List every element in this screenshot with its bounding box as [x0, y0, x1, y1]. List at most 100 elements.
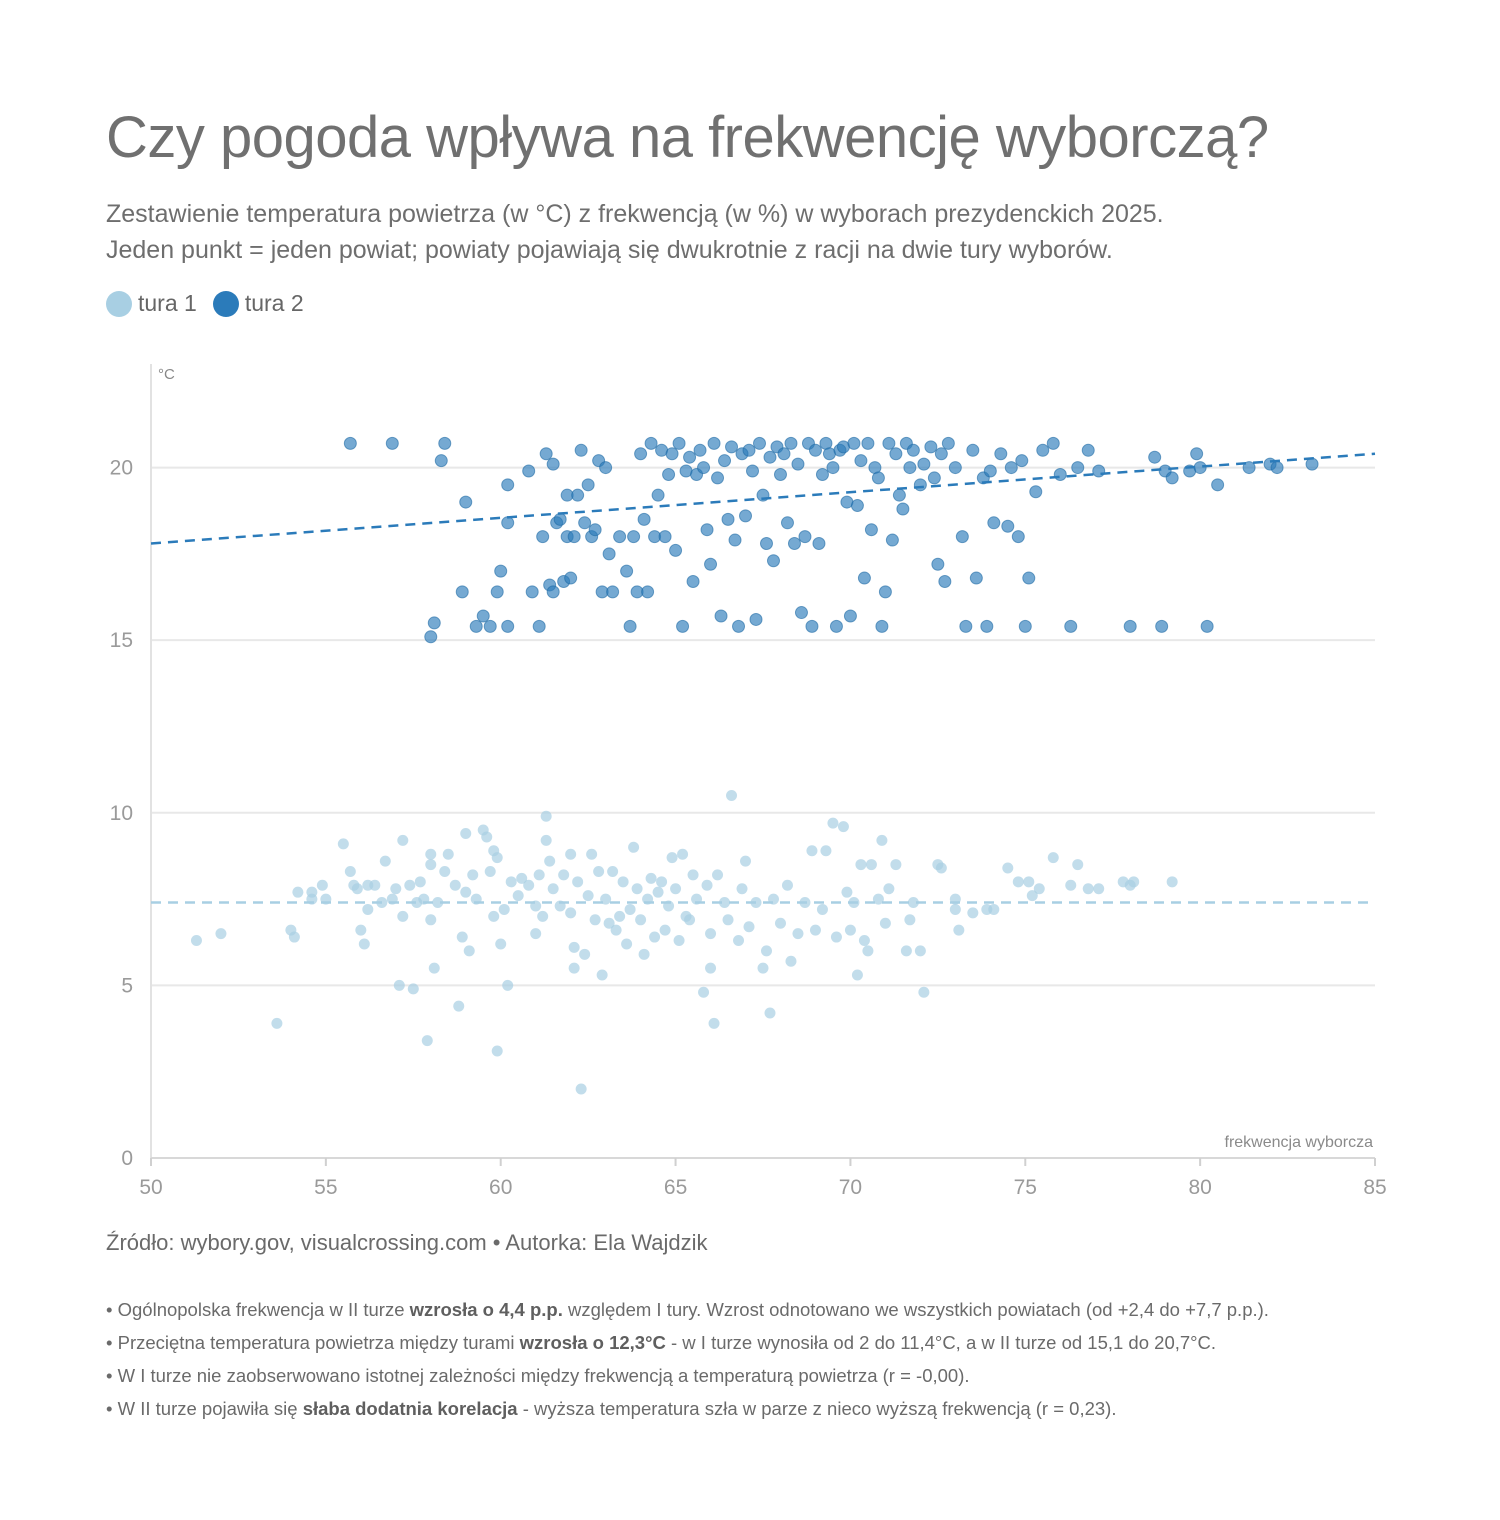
- data-point-tura-1: [851, 969, 863, 981]
- data-point-tura-1: [830, 931, 842, 943]
- data-point-tura-1: [362, 903, 374, 915]
- data-point-tura-2: [815, 467, 829, 481]
- note-item: • Przeciętna temperatura powietrza międz…: [106, 1332, 1217, 1353]
- x-tick-label: 55: [314, 1176, 337, 1199]
- data-point-tura-2: [665, 447, 679, 461]
- data-point-tura-2: [1165, 471, 1179, 485]
- data-point-tura-2: [718, 454, 732, 468]
- data-point-tura-2: [746, 464, 760, 478]
- data-point-tura-2: [864, 523, 878, 537]
- data-point-tura-1: [624, 903, 636, 915]
- data-point-tura-2: [794, 606, 808, 620]
- data-point-tura-1: [358, 938, 370, 950]
- note-item: • W II turze pojawiła się słaba dodatnia…: [106, 1398, 1117, 1419]
- data-point-tura-1: [568, 941, 580, 953]
- data-point-tura-2: [1155, 619, 1169, 633]
- data-point-tura-1: [666, 852, 678, 864]
- data-point-tura-1: [355, 924, 367, 936]
- data-point-tura-2: [574, 443, 588, 457]
- data-point-tura-1: [292, 886, 304, 898]
- data-point-tura-2: [850, 499, 864, 513]
- data-point-tura-2: [1193, 461, 1207, 475]
- data-point-tura-1: [844, 924, 856, 936]
- data-point-tura-1: [719, 897, 731, 909]
- data-point-tura-2: [424, 630, 438, 644]
- data-point-tura-2: [1001, 519, 1015, 533]
- data-point-tura-1: [705, 962, 717, 974]
- data-point-tura-2: [1064, 619, 1078, 633]
- data-point-tura-2: [494, 564, 508, 578]
- data-point-tura-2: [536, 530, 550, 544]
- note-item: • Ogólnopolska frekwencja w II turze wzr…: [106, 1299, 1269, 1320]
- data-point-tura-1: [428, 962, 440, 974]
- data-point-tura-2: [438, 436, 452, 450]
- data-point-tura-1: [855, 859, 867, 871]
- data-point-tura-2: [641, 585, 655, 599]
- data-point-tura-1: [677, 848, 689, 860]
- data-point-tura-1: [698, 986, 710, 998]
- data-point-tura-1: [935, 862, 947, 874]
- data-point-tura-1: [638, 948, 650, 960]
- data-point-tura-2: [784, 436, 798, 450]
- data-point-tura-1: [652, 886, 664, 898]
- data-point-tura-2: [539, 447, 553, 461]
- data-point-tura-1: [397, 910, 409, 922]
- data-point-tura-2: [983, 464, 997, 478]
- data-point-tura-1: [743, 921, 755, 933]
- data-point-tura-1: [988, 903, 1000, 915]
- data-point-tura-2: [847, 436, 861, 450]
- data-point-tura-2: [455, 585, 469, 599]
- data-point-tura-1: [540, 810, 552, 822]
- data-point-tura-2: [913, 478, 927, 492]
- data-point-tura-2: [812, 537, 826, 551]
- data-point-tura-2: [903, 461, 917, 475]
- data-point-tura-1: [460, 827, 472, 839]
- data-point-tura-1: [414, 876, 426, 888]
- data-point-tura-2: [829, 619, 843, 633]
- data-point-tura-2: [651, 488, 665, 502]
- data-point-tura-2: [780, 516, 794, 530]
- data-point-tura-1: [530, 928, 542, 940]
- data-point-tura-1: [883, 883, 895, 895]
- data-point-tura-2: [1046, 436, 1060, 450]
- data-point-tura-1: [876, 834, 888, 846]
- data-point-tura-2: [599, 461, 613, 475]
- data-point-tura-2: [725, 440, 739, 454]
- data-point-tura-1: [502, 979, 514, 991]
- data-point-tura-1: [900, 945, 912, 957]
- data-point-tura-2: [532, 619, 546, 633]
- x-axis-label: frekwencja wyborcza: [1225, 1134, 1374, 1151]
- trend-line-tura-2: [150, 452, 1376, 545]
- data-point-tura-1: [537, 910, 549, 922]
- data-point-tura-2: [749, 612, 763, 626]
- data-point-tura-1: [215, 928, 227, 940]
- data-point-tura-1: [369, 879, 381, 891]
- data-point-tura-1: [491, 1045, 503, 1057]
- data-point-tura-2: [924, 440, 938, 454]
- data-point-tura-1: [505, 876, 517, 888]
- data-point-tura-1: [1033, 883, 1045, 895]
- data-point-tura-2: [927, 471, 941, 485]
- y-tick-label: 20: [110, 457, 133, 480]
- data-point-tura-2: [704, 557, 718, 571]
- data-point-tura-1: [862, 945, 874, 957]
- data-point-tura-1: [781, 879, 793, 891]
- y-tick-label: 5: [121, 974, 133, 997]
- data-point-tura-1: [1012, 876, 1024, 888]
- data-point-tura-1: [1047, 852, 1059, 864]
- data-point-tura-2: [1242, 461, 1256, 475]
- data-point-tura-2: [739, 509, 753, 523]
- note-item: • W I turze nie zaobserwowano istotnej z…: [106, 1365, 970, 1386]
- data-point-tura-1: [865, 859, 877, 871]
- data-point-tura-2: [546, 585, 560, 599]
- x-tick-label: 80: [1188, 1176, 1211, 1199]
- data-point-tura-2: [669, 543, 683, 557]
- data-point-tura-2: [959, 619, 973, 633]
- data-point-tura-1: [914, 945, 926, 957]
- data-point-tura-1: [712, 869, 724, 881]
- data-point-tura-1: [540, 834, 552, 846]
- data-point-tura-2: [522, 464, 536, 478]
- data-point-tura-1: [806, 845, 818, 857]
- data-point-tura-1: [421, 1035, 433, 1047]
- data-point-tura-1: [890, 859, 902, 871]
